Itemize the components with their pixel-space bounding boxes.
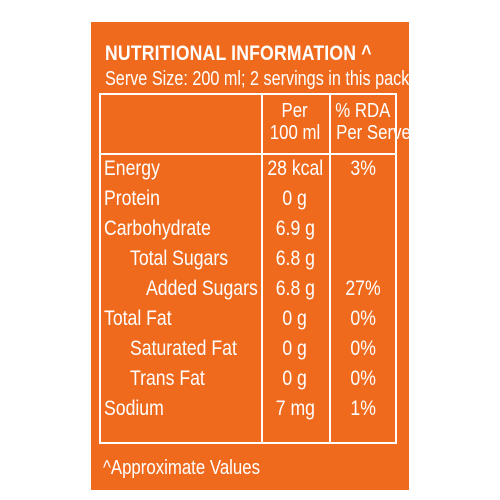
header-divider — [101, 153, 395, 155]
nutrient-rda — [329, 248, 397, 270]
nutrient-per-100ml: 28 kcal — [267, 157, 323, 180]
nutrient-rda: 0% — [350, 367, 376, 390]
nutrition-table: Per 100 ml % RDA Per Serve Energy 28 kcal… — [99, 93, 409, 444]
nutrient-name: Protein — [104, 187, 160, 210]
nutrient-rda: 3% — [350, 157, 376, 180]
nutrient-name: Carbohydrate — [104, 217, 211, 240]
header-per-100ml: Per 100 ml — [269, 100, 321, 144]
nutrition-label: NUTRITIONAL INFORMATION ^ Serve Size: 20… — [91, 22, 409, 490]
nutrient-per-100ml: 0 g — [282, 337, 308, 360]
nutrient-rda: 0% — [350, 337, 376, 360]
column-divider — [261, 95, 263, 442]
nutrient-rda — [329, 218, 397, 240]
nutrient-per-100ml: 7 mg — [275, 397, 315, 420]
nutrient-name: Saturated Fat — [130, 337, 237, 360]
nutrient-rda: 27% — [345, 277, 381, 300]
nutrient-rda — [329, 188, 397, 210]
column-divider — [329, 95, 331, 442]
nutrient-per-100ml: 6.8 g — [275, 277, 315, 300]
header-rda-per-serve: % RDA Per Serve — [335, 100, 409, 144]
footnote-text: ^Approximate Values — [103, 457, 260, 479]
nutrient-name: Total Sugars — [130, 247, 229, 270]
nutrient-rda: 1% — [350, 397, 376, 420]
nutrient-per-100ml: 6.8 g — [275, 247, 315, 270]
nutrient-per-100ml: 0 g — [282, 367, 308, 390]
nutrient-per-100ml: 0 g — [282, 187, 308, 210]
nutrition-title: NUTRITIONAL INFORMATION ^ — [105, 42, 372, 65]
nutrient-per-100ml: 0 g — [282, 307, 308, 330]
nutrient-name: Energy — [104, 157, 160, 180]
nutrient-name: Trans Fat — [130, 367, 205, 390]
nutrient-rda: 0% — [350, 307, 376, 330]
nutrient-name: Total Fat — [104, 307, 172, 330]
nutrient-name: Added Sugars — [146, 277, 258, 300]
serve-size-text: Serve Size: 200 ml; 2 servings in this p… — [105, 68, 409, 90]
nutrient-name: Sodium — [104, 397, 164, 420]
nutrient-per-100ml: 6.9 g — [275, 217, 315, 240]
